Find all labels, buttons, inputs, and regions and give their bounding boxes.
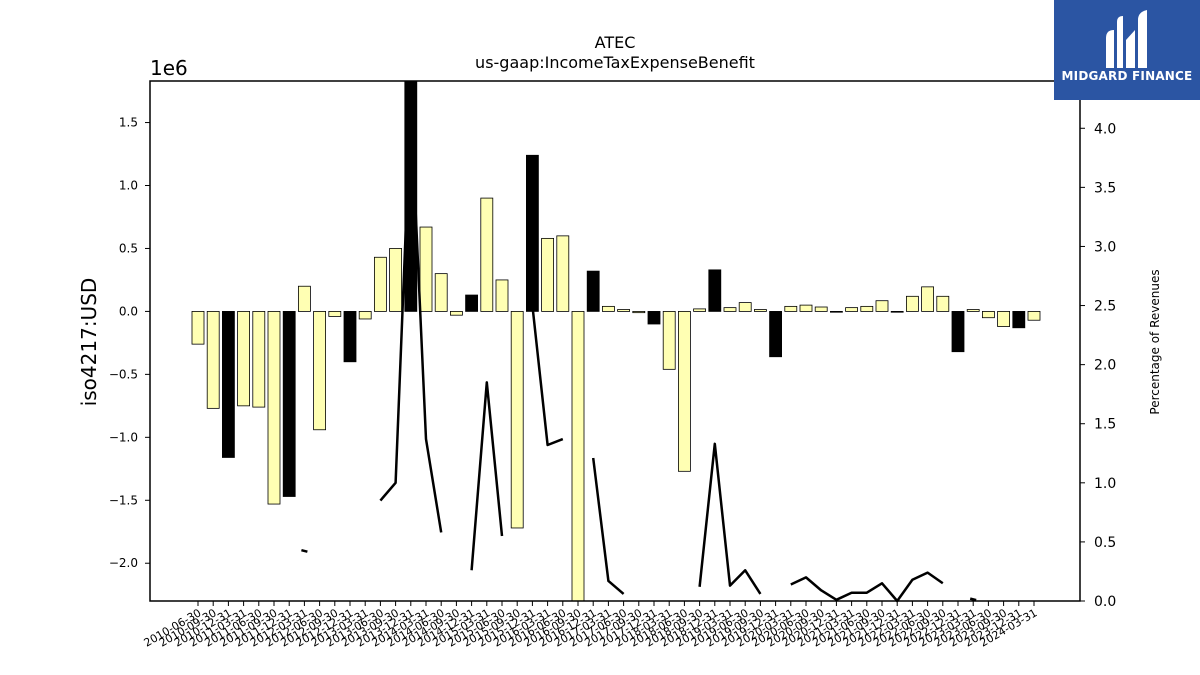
line-segment-19 bbox=[790, 571, 944, 603]
bar-2021-12-31 bbox=[890, 311, 904, 313]
bar-2022-06-30 bbox=[921, 286, 934, 312]
plot-frame bbox=[149, 80, 1081, 602]
bar-2015-03-31 bbox=[480, 197, 494, 312]
bar-2011-12-31 bbox=[282, 311, 296, 497]
y-axis-ticks: −2.0 −1.5 −1.0 −0.5 0.0 0.5 1.0 1.5 bbox=[109, 116, 150, 570]
bar-2016-06-30 bbox=[556, 235, 570, 312]
bar-2017-09-30 bbox=[632, 311, 646, 314]
bar-2023-12-31 bbox=[1012, 311, 1026, 329]
bar-2019-12-31 bbox=[769, 311, 782, 358]
bar-2019-03-31 bbox=[723, 307, 737, 312]
bar-2010-12-31 bbox=[221, 311, 235, 458]
bar-2010-06-30 bbox=[191, 311, 205, 345]
bar-2013-03-31 bbox=[358, 311, 372, 320]
bar-series bbox=[191, 80, 1041, 602]
bar-2010-09-30 bbox=[206, 311, 220, 409]
y-axis-scale-label: 1e6 bbox=[150, 56, 188, 80]
line-segment-12 bbox=[470, 381, 504, 571]
bar-2014-06-30 bbox=[434, 273, 448, 312]
bar-2011-06-30 bbox=[252, 311, 266, 408]
bar-2017-06-30 bbox=[617, 309, 630, 312]
bar-2020-06-30 bbox=[799, 304, 813, 312]
y2-tick-label: 2.0 bbox=[1094, 358, 1116, 374]
line-segment-11 bbox=[379, 103, 443, 533]
y-tick-label: −1.0 bbox=[109, 430, 138, 444]
bar-2015-06-30 bbox=[495, 279, 509, 312]
bar-2013-09-30 bbox=[389, 248, 403, 312]
y2-tick-label: 0.5 bbox=[1094, 535, 1116, 551]
bar-2021-09-30 bbox=[875, 300, 889, 312]
bar-2011-09-30 bbox=[267, 311, 281, 505]
y-axis-label: iso4217:USD bbox=[77, 278, 101, 407]
y-tick-label: 1.0 bbox=[119, 179, 138, 193]
bar-2018-09-30 bbox=[693, 308, 706, 312]
y2-tick-label: 1.0 bbox=[1094, 476, 1116, 492]
bar-2022-09-30 bbox=[936, 295, 950, 312]
bar-2015-12-31 bbox=[526, 154, 539, 312]
midgard-finance-logo: MIDGARD FINANCE bbox=[1054, 0, 1200, 100]
y-tick-label: 0.5 bbox=[119, 241, 138, 255]
bar-2018-12-31 bbox=[708, 269, 722, 312]
bar-2020-12-31 bbox=[830, 311, 843, 313]
line-segment-14 bbox=[591, 457, 625, 595]
bar-2020-03-31 bbox=[784, 305, 798, 312]
bar-2023-06-30 bbox=[982, 311, 995, 319]
bar-2014-12-31 bbox=[465, 294, 479, 312]
y-tick-label: −0.5 bbox=[109, 367, 138, 381]
bar-2022-12-31 bbox=[951, 311, 965, 353]
y2-tick-label: 3.0 bbox=[1094, 239, 1116, 255]
bar-2018-06-30 bbox=[678, 311, 691, 472]
bar-2023-09-30 bbox=[997, 311, 1010, 327]
bar-2011-03-31 bbox=[237, 311, 251, 407]
y2-tick-label: 2.5 bbox=[1094, 299, 1116, 315]
bar-2012-03-31 bbox=[297, 285, 311, 312]
secondary-y-axis-label: Percentage of Revenues bbox=[1148, 269, 1162, 414]
y-tick-label: −1.5 bbox=[109, 493, 138, 507]
brand-mark-icon bbox=[1106, 10, 1147, 68]
bar-2012-12-31 bbox=[343, 311, 357, 363]
bar-2012-06-30 bbox=[313, 311, 327, 431]
chart-title: ATEC bbox=[595, 33, 636, 52]
bar-2020-09-30 bbox=[814, 306, 828, 312]
bar-2019-09-30 bbox=[754, 309, 767, 312]
chart-subtitle: us-gaap:IncomeTaxExpenseBenefit bbox=[475, 53, 755, 72]
bar-2019-06-30 bbox=[738, 302, 752, 312]
bar-2016-03-31 bbox=[541, 237, 554, 312]
bar-2016-09-30 bbox=[571, 311, 585, 602]
bar-2015-09-30 bbox=[510, 311, 524, 529]
line-segment-13 bbox=[531, 305, 564, 447]
y-tick-label: −2.0 bbox=[109, 556, 138, 570]
line-point-2023-03-31 bbox=[969, 597, 977, 602]
bar-2024-03-31 bbox=[1027, 311, 1041, 321]
y2-tick-label: 0.0 bbox=[1094, 594, 1116, 610]
bar-2014-09-30 bbox=[449, 311, 463, 316]
y-tick-label: 0.0 bbox=[119, 304, 138, 318]
bar-2018-03-31 bbox=[662, 311, 676, 370]
bar-2016-12-31 bbox=[586, 270, 600, 312]
line-segment-18 bbox=[698, 442, 762, 595]
bar-2012-09-30 bbox=[328, 311, 342, 317]
bar-2017-03-31 bbox=[602, 305, 615, 312]
bar-2021-06-30 bbox=[860, 305, 874, 312]
y2-tick-label: 3.5 bbox=[1094, 180, 1116, 196]
logo-text: MIDGARD FINANCE bbox=[1061, 69, 1193, 83]
bar-2021-03-31 bbox=[845, 307, 858, 312]
y-tick-label: 1.5 bbox=[119, 116, 138, 130]
bar-2013-06-30 bbox=[373, 256, 387, 312]
y2-tick-label: 4.0 bbox=[1094, 121, 1116, 137]
bar-2023-03-31 bbox=[966, 309, 980, 312]
bar-2022-03-31 bbox=[906, 295, 919, 312]
line-point-2012-03-31 bbox=[301, 548, 308, 553]
bar-2017-12-31 bbox=[647, 311, 661, 325]
bar-2014-03-31 bbox=[419, 226, 433, 312]
y2-tick-label: 1.5 bbox=[1094, 417, 1116, 433]
percentage-line-series bbox=[301, 103, 977, 603]
x-axis-ticks: 2010-06-302010-09-302010-12-312011-03-31… bbox=[142, 601, 1040, 650]
secondary-y-axis-ticks: 0.0 0.5 1.0 1.5 2.0 2.5 3.0 3.5 4.0 bbox=[1080, 121, 1116, 610]
